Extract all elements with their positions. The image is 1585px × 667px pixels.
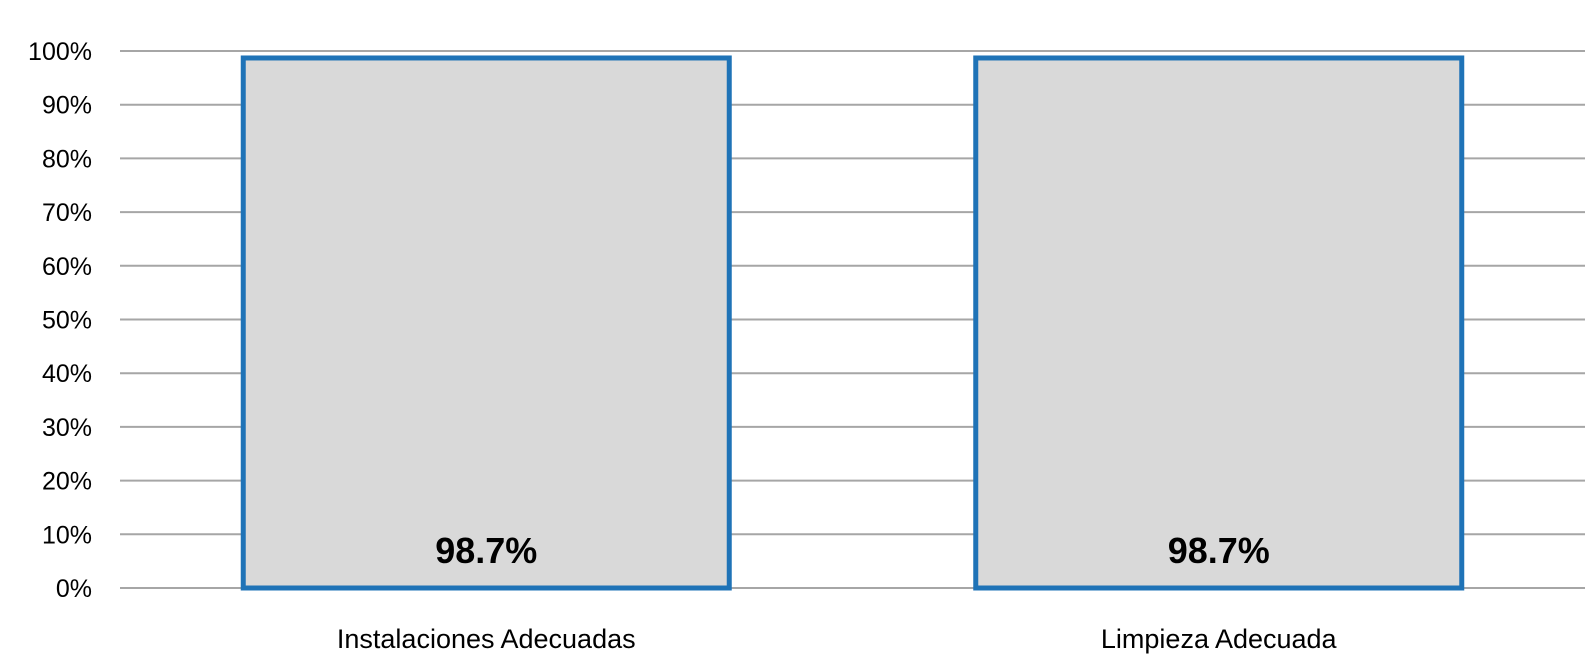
bar-data-label: 98.7%	[435, 530, 537, 571]
y-tick-label: 30%	[42, 414, 92, 442]
x-axis-tick-labels: Instalaciones Adecuadas Limpieza Adecuada	[337, 624, 1338, 654]
y-tick-label: 70%	[42, 199, 92, 227]
bar	[240, 55, 732, 591]
y-tick-label: 10%	[42, 521, 92, 549]
bars	[240, 55, 1465, 591]
y-axis-tick-labels: 0% 10% 20% 30% 40% 50% 60% 70% 80% 90% 100%	[28, 38, 92, 603]
data-labels: 98.7% 98.7%	[435, 530, 1270, 571]
y-tick-label: 20%	[42, 468, 92, 496]
y-tick-label: 60%	[42, 253, 92, 281]
y-tick-label: 100%	[28, 38, 92, 66]
x-tick-label: Instalaciones Adecuadas	[337, 624, 636, 654]
y-tick-label: 50%	[42, 307, 92, 335]
y-tick-label: 90%	[42, 92, 92, 120]
bar	[973, 55, 1465, 591]
bar-data-label: 98.7%	[1168, 530, 1270, 571]
y-tick-label: 80%	[42, 145, 92, 173]
y-tick-label: 0%	[56, 575, 92, 603]
x-tick-label: Limpieza Adecuada	[1101, 624, 1338, 654]
y-tick-label: 40%	[42, 360, 92, 388]
